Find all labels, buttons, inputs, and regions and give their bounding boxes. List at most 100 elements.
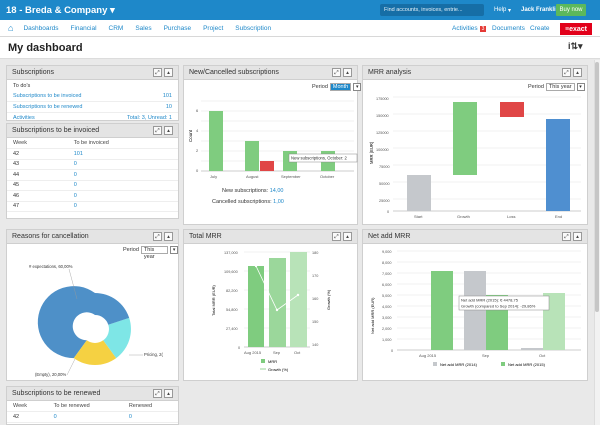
- nav-purchase[interactable]: Purchase: [163, 24, 192, 32]
- period-select[interactable]: This year: [545, 83, 575, 91]
- global-search[interactable]: Find accounts, invoices, entrie...: [380, 4, 484, 16]
- svg-text:0: 0: [196, 168, 199, 173]
- svg-text:175000: 175000: [376, 97, 389, 101]
- panel-header: New/Cancelled subscriptions ⤢ ▴: [184, 66, 357, 80]
- svg-text:8,000: 8,000: [382, 261, 392, 265]
- bar-end[interactable]: [546, 119, 570, 211]
- slice-empty[interactable]: [73, 340, 117, 366]
- to-renew-table: Week To be renewed Renewed 42 0 0: [7, 401, 178, 423]
- bar-start[interactable]: [407, 175, 431, 211]
- nav-activities[interactable]: Activities 3: [452, 24, 487, 32]
- chevron-down-icon[interactable]: ▾: [576, 83, 585, 91]
- svg-text:2: 2: [196, 148, 199, 153]
- nav-create[interactable]: Create: [530, 24, 550, 32]
- bar-2014-sep[interactable]: [464, 271, 486, 350]
- svg-text:170: 170: [312, 274, 318, 278]
- expand-icon[interactable]: ⤢: [332, 232, 341, 241]
- svg-text:1,000: 1,000: [382, 338, 392, 342]
- table-row: 45 0: [7, 180, 178, 191]
- legend-label: Growth (%): [268, 367, 289, 372]
- growth-point: [296, 293, 300, 297]
- expand-icon[interactable]: ⤢: [153, 68, 162, 77]
- collapse-icon[interactable]: ▴: [164, 232, 173, 241]
- buy-now-button[interactable]: Buy now: [556, 4, 586, 16]
- nav-sales[interactable]: Sales: [135, 24, 152, 32]
- chevron-down-icon[interactable]: ▾: [353, 83, 362, 91]
- slice-expectations-end[interactable]: [95, 293, 130, 325]
- bar-loss[interactable]: [500, 102, 524, 117]
- expand-icon[interactable]: ⤢: [153, 232, 162, 241]
- svg-text:150000: 150000: [376, 114, 389, 118]
- nav-dashboards[interactable]: Dashboards: [23, 24, 59, 32]
- reasons-panel: Reasons for cancellation ⤢ ▴ Period This y…: [6, 229, 179, 381]
- expand-icon[interactable]: ⤢: [562, 68, 571, 77]
- todo-item[interactable]: Subscriptions to be renewed 10: [7, 102, 178, 113]
- period-select[interactable]: Month: [329, 83, 352, 91]
- y-axis-label: Net add MRR (EUR): [370, 297, 375, 334]
- bar-sep[interactable]: [269, 258, 286, 347]
- user-menu[interactable]: Jack Franklin: [521, 7, 560, 13]
- x-tick: Sep: [482, 353, 490, 358]
- nav-subscription[interactable]: Subscription: [235, 24, 272, 32]
- legend-label: Net add MRR (2015): [508, 362, 546, 367]
- subscriptions-panel: Subscriptions ⤢ ▴ To do's Subscriptions t…: [6, 65, 179, 124]
- to-renew-panel: Subscriptions to be renewed ⤢ ▴ Week To be…: [6, 386, 179, 425]
- expand-icon[interactable]: ⤢: [332, 68, 341, 77]
- col-to-renew: To be renewed: [47, 401, 123, 412]
- chevron-down-icon[interactable]: ▾: [170, 246, 178, 254]
- collapse-icon[interactable]: ▴: [343, 232, 352, 241]
- x-tick: Growth: [457, 214, 470, 219]
- expand-icon[interactable]: ⤢: [153, 389, 162, 398]
- expand-icon[interactable]: ⤢: [562, 232, 571, 241]
- collapse-icon[interactable]: ▴: [573, 68, 582, 77]
- col-renewed: Renewed: [122, 401, 178, 412]
- to-invoice-table: Week To be invoiced 42 101 43 0 44 0 45 0 46 0…: [7, 138, 178, 212]
- period-filter: Period Month ▾: [312, 83, 362, 91]
- svg-text:100000: 100000: [376, 148, 389, 152]
- svg-text:50000: 50000: [379, 182, 390, 186]
- x-tick: Start: [414, 214, 423, 219]
- bar-2014-oct[interactable]: [521, 348, 543, 350]
- bar-cancel-august[interactable]: [260, 161, 274, 171]
- svg-text:0: 0: [387, 210, 389, 214]
- total-mrr-panel: Total MRR ⤢ ▴ Total MRR (EUR) Growth (%) …: [183, 229, 358, 381]
- home-icon[interactable]: ⌂: [8, 23, 14, 33]
- net-mrr-panel: Net add MRR ⤢ ▴ Net add MRR (EUR) 9,000 8,…: [362, 229, 588, 381]
- scrollbar-thumb[interactable]: [595, 62, 599, 312]
- nav-documents[interactable]: Documents: [492, 24, 525, 32]
- bar-2015-aug[interactable]: [431, 271, 453, 350]
- collapse-icon[interactable]: ▴: [164, 68, 173, 77]
- company-selector[interactable]: 18 - Breda & Company ▾: [6, 4, 115, 16]
- nav-project[interactable]: Project: [203, 24, 224, 32]
- nav-crm[interactable]: CRM: [108, 24, 124, 32]
- bar-new-july[interactable]: [209, 111, 223, 171]
- bar-aug[interactable]: [248, 266, 264, 347]
- bar-new-august[interactable]: [245, 141, 259, 171]
- expand-icon[interactable]: ⤢: [153, 126, 162, 135]
- collapse-icon[interactable]: ▴: [573, 232, 582, 241]
- legend-label: MRR: [268, 359, 277, 364]
- period-select[interactable]: This year: [140, 246, 169, 260]
- customize-icon[interactable]: i⇅▾: [568, 41, 583, 51]
- slice-expectations[interactable]: [37, 286, 95, 359]
- collapse-icon[interactable]: ▴: [164, 389, 173, 398]
- y-axis-label: Count: [188, 129, 193, 142]
- collapse-icon[interactable]: ▴: [164, 126, 173, 135]
- svg-text:140: 140: [312, 343, 318, 347]
- bar-oct[interactable]: [290, 252, 307, 347]
- slice-pricing[interactable]: [103, 317, 131, 359]
- new-cancelled-chart: Count 0 2 4 6 July August September October Ne…: [188, 100, 358, 179]
- svg-text:9,000: 9,000: [382, 250, 392, 254]
- nav-financial[interactable]: Financial: [70, 24, 97, 32]
- col-invoiced: To be invoiced: [67, 138, 178, 149]
- svg-text:Growth (compared to Sep 2014):: Growth (compared to Sep 2014): -29,86%: [461, 304, 536, 309]
- x-tick: Aug 2015: [419, 353, 437, 358]
- todo-item[interactable]: Subscriptions to be invoiced 101: [7, 91, 178, 102]
- x-tick: July: [210, 174, 217, 179]
- panel-header: Subscriptions to be renewed ⤢ ▴: [7, 387, 178, 401]
- activities-badge: 3: [479, 25, 487, 32]
- bar-growth[interactable]: [453, 102, 477, 175]
- main-nav: ⌂ Dashboards Financial CRM Sales Purchas…: [0, 20, 600, 37]
- help-menu[interactable]: Help ▾: [494, 7, 512, 14]
- collapse-icon[interactable]: ▴: [343, 68, 352, 77]
